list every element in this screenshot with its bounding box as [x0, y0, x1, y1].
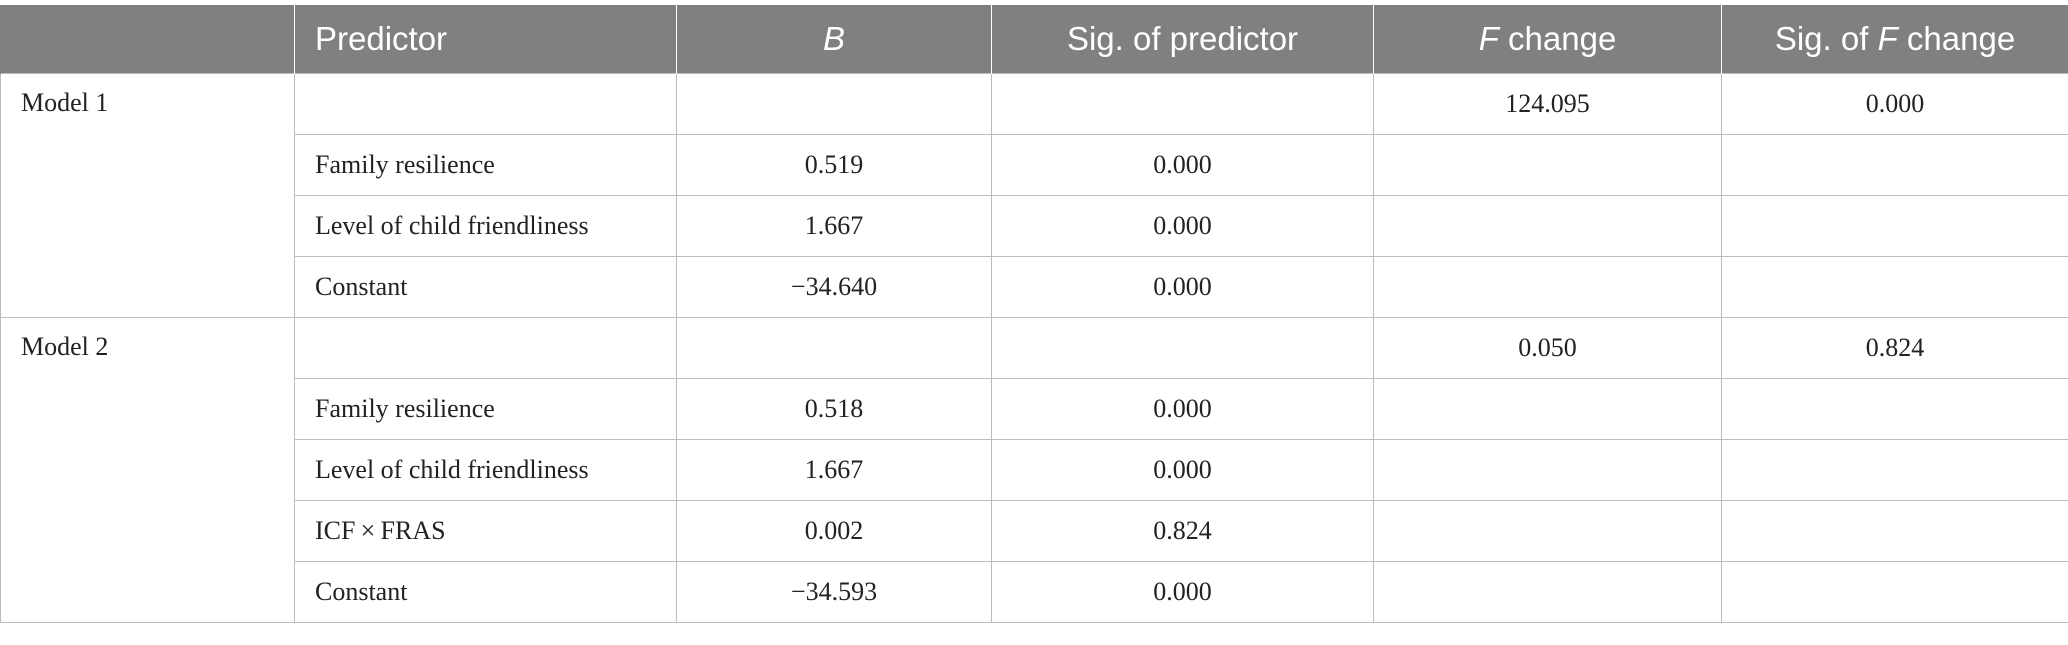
f-change-cell: 0.050	[1373, 317, 1722, 379]
f-change-cell	[1373, 378, 1722, 440]
sig-f-change-cell	[1721, 439, 2068, 501]
regression-table: Predictor B Sig. of predictor F change S…	[0, 5, 2068, 623]
b-cell: 0.519	[676, 134, 992, 196]
predictor-cell: Family resilience	[294, 378, 677, 440]
header-sig-f-change-pre: Sig. of	[1774, 20, 1878, 57]
sig-f-change-cell	[1721, 500, 2068, 562]
sig-f-change-cell	[1721, 195, 2068, 257]
predictor-cell	[294, 317, 677, 379]
sig-cell: 0.000	[991, 195, 1374, 257]
table-row: Level of child friendliness 1.667 0.000	[1, 439, 2068, 501]
header-predictor: Predictor	[294, 5, 677, 74]
header-model	[0, 5, 295, 74]
sig-cell: 0.000	[991, 378, 1374, 440]
predictor-cell: Constant	[294, 561, 677, 623]
predictor-cell: ICF × FRAS	[294, 500, 677, 562]
sig-f-change-cell: 0.000	[1721, 73, 2068, 135]
table-row: Constant −34.640 0.000	[1, 256, 2068, 318]
f-change-cell	[1373, 195, 1722, 257]
table-row: ICF × FRAS 0.002 0.824	[1, 500, 2068, 562]
sig-cell: 0.824	[991, 500, 1374, 562]
f-change-cell	[1373, 561, 1722, 623]
b-cell: 1.667	[676, 195, 992, 257]
sig-f-change-cell: 0.824	[1721, 317, 2068, 379]
f-change-cell	[1373, 256, 1722, 318]
f-change-cell: 124.095	[1373, 73, 1722, 135]
table-row: Model 1 124.095 0.000	[0, 73, 2068, 318]
header-f-change-italic: F	[1478, 20, 1499, 57]
b-cell	[676, 73, 992, 135]
header-sig-f-change-rest: change	[1897, 20, 2016, 57]
table-row: Model 2 0.050 0.824	[0, 317, 2068, 623]
sig-f-change-cell	[1721, 378, 2068, 440]
table-row: Constant −34.593 0.000	[1, 561, 2068, 623]
sig-f-change-cell	[1721, 561, 2068, 623]
f-change-cell	[1373, 500, 1722, 562]
predictor-cell: Level of child friendliness	[294, 195, 677, 257]
header-sig-predictor: Sig. of predictor	[991, 5, 1374, 74]
b-cell: 0.518	[676, 378, 992, 440]
table-header: Predictor B Sig. of predictor F change S…	[0, 5, 2068, 74]
table-body: Model 1 124.095 0.000 Family resilience …	[0, 73, 2068, 623]
b-cell: −34.640	[676, 256, 992, 318]
table-row: Family resilience 0.519 0.000	[1, 134, 2068, 196]
b-cell: 1.667	[676, 439, 992, 501]
predictor-cell	[294, 73, 677, 135]
predictor-cell: Family resilience	[294, 134, 677, 196]
model-label: Model 2	[0, 317, 295, 623]
sig-f-change-cell	[1721, 256, 2068, 318]
model-label: Model 1	[0, 73, 295, 318]
header-f-change-rest: change	[1498, 20, 1617, 57]
header-f-change: F change	[1373, 5, 1722, 74]
sig-cell: 0.000	[991, 134, 1374, 196]
header-b-label: B	[822, 20, 845, 57]
header-b: B	[676, 5, 992, 74]
header-sig-f-change: Sig. of F change	[1721, 5, 2068, 74]
f-change-cell	[1373, 439, 1722, 501]
b-cell: −34.593	[676, 561, 992, 623]
f-change-cell	[1373, 134, 1722, 196]
sig-cell	[991, 73, 1374, 135]
predictor-cell: Level of child friendliness	[294, 439, 677, 501]
header-sig-f-change-italic: F	[1877, 20, 1898, 57]
header-row: Predictor B Sig. of predictor F change S…	[0, 5, 2068, 74]
b-cell	[676, 317, 992, 379]
sig-cell: 0.000	[991, 561, 1374, 623]
sig-f-change-cell	[1721, 134, 2068, 196]
sig-cell: 0.000	[991, 256, 1374, 318]
table-row: Level of child friendliness 1.667 0.000	[1, 195, 2068, 257]
sig-cell	[991, 317, 1374, 379]
predictor-cell: Constant	[294, 256, 677, 318]
sig-cell: 0.000	[991, 439, 1374, 501]
table-row: Family resilience 0.518 0.000	[1, 378, 2068, 440]
b-cell: 0.002	[676, 500, 992, 562]
